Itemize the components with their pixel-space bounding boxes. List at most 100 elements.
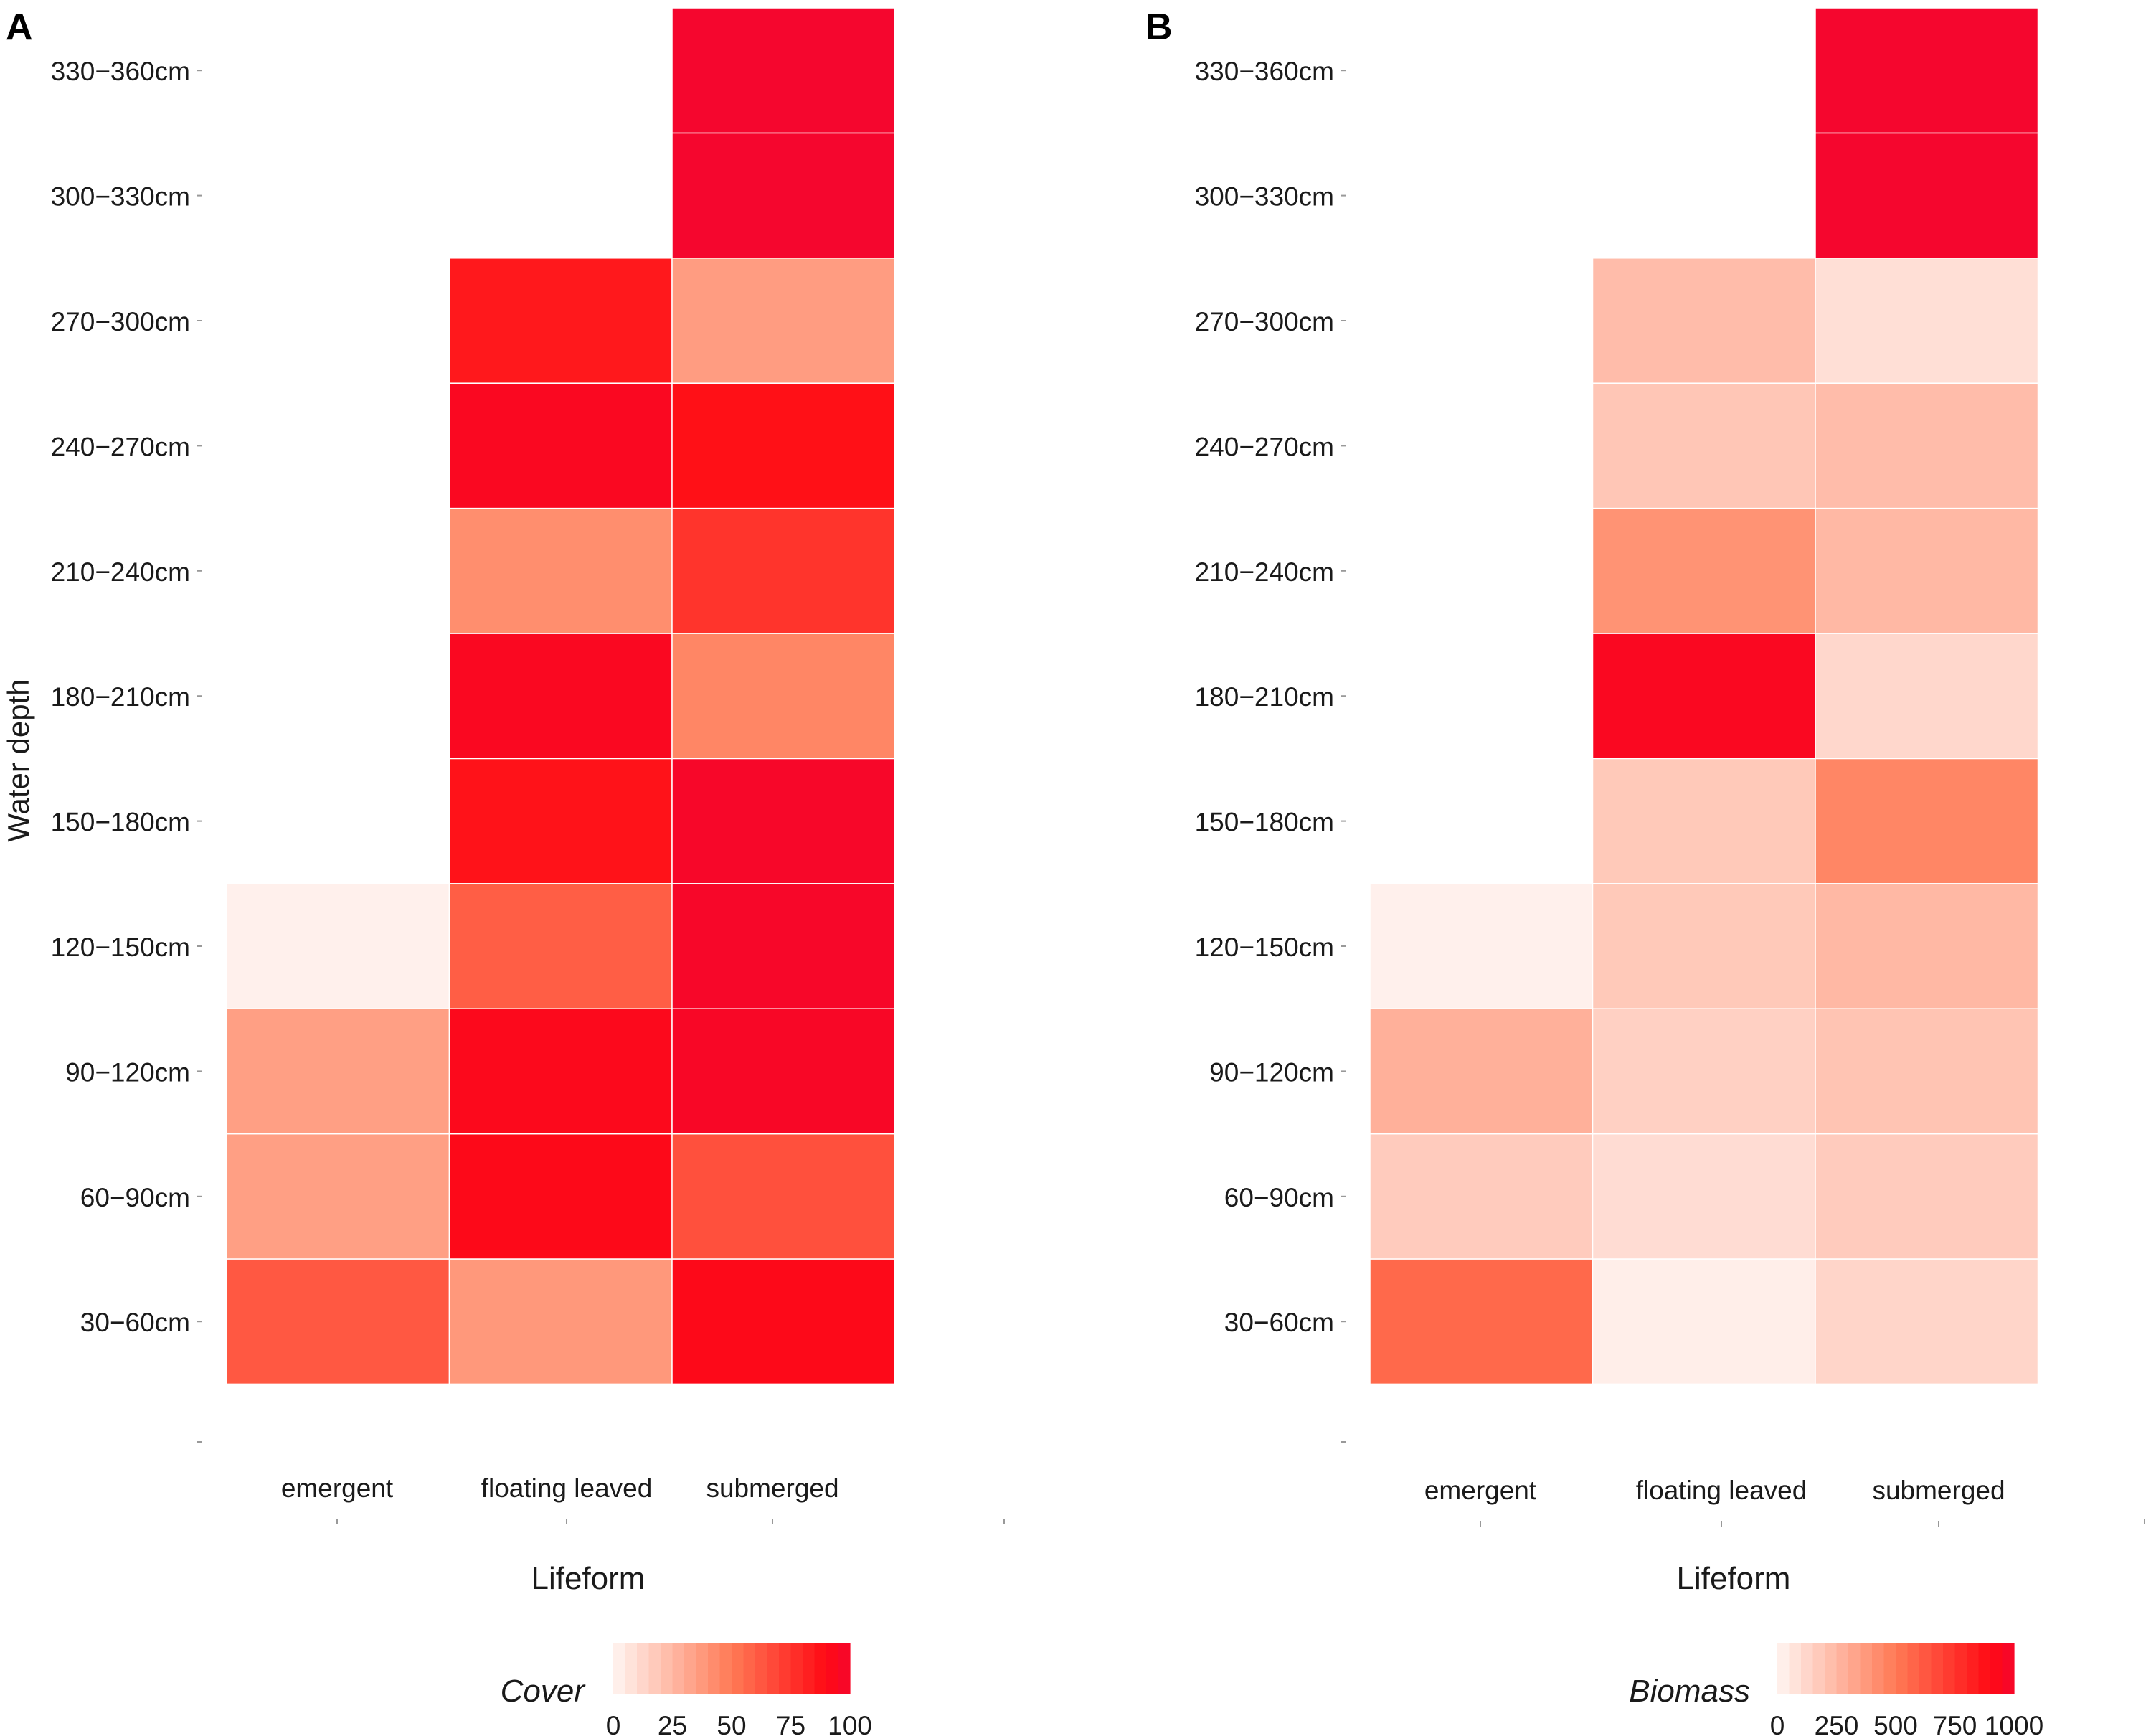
y-tick-label: 120−150cm xyxy=(51,933,190,962)
legend-tick-label: 750 xyxy=(1933,1711,1977,1736)
y-tick-label: 150−180cm xyxy=(51,808,190,837)
heatmap-cell xyxy=(1592,507,1816,634)
legend-color-step xyxy=(1943,1643,1956,1694)
panel-a-x-tick-labels: emergent floating leaved submerged xyxy=(281,1473,1005,1524)
legend-color-step xyxy=(1801,1643,1814,1694)
y-tick-label: 60−90cm xyxy=(1224,1183,1334,1212)
legend-color-step xyxy=(1812,1643,1825,1694)
heatmap-cell xyxy=(1815,633,2039,760)
heatmap-cell xyxy=(1815,507,2039,634)
heatmap-cell xyxy=(671,7,896,134)
panel-b-y-tick-labels: 30−60cm 60−90cm 90−120cm 120−150cm 150−180cm… xyxy=(1195,57,1346,1443)
y-tick-label: 330−360cm xyxy=(51,57,190,86)
heatmap-cell xyxy=(226,1133,450,1260)
heatmap-cell xyxy=(1815,132,2039,259)
legend-color-step xyxy=(1931,1643,1944,1694)
panel-a: A 30−60cm 60−90cm 90−120cm 120−150cm 150−180… xyxy=(1,6,1005,1736)
heatmap-cell xyxy=(1592,633,1816,760)
y-tick-label: 60−90cm xyxy=(80,1183,190,1212)
y-tick-label: 240−270cm xyxy=(51,432,190,461)
y-tick-label: 300−330cm xyxy=(51,182,190,212)
legend-color-step xyxy=(672,1643,685,1694)
heatmap-cell xyxy=(226,883,450,1009)
legend-tick-label: 500 xyxy=(1873,1711,1918,1736)
panel-a-cells xyxy=(226,7,896,1385)
heatmap-cell xyxy=(448,883,673,1009)
legend-color-step xyxy=(1967,1643,1980,1694)
heatmap-cell xyxy=(1369,883,1594,1009)
legend-color-step xyxy=(708,1643,721,1694)
legend-color-step xyxy=(625,1643,638,1694)
heatmap-cell xyxy=(671,758,896,884)
x-tick-label: emergent xyxy=(1424,1476,1537,1505)
heatmap-cell xyxy=(1815,758,2039,884)
legend-color-step xyxy=(767,1643,780,1694)
x-tick-label: emergent xyxy=(281,1473,394,1503)
heatmap-cell xyxy=(671,132,896,259)
heatmap-cell xyxy=(226,1258,450,1385)
heatmap-cell xyxy=(1815,7,2039,134)
y-tick-label: 90−120cm xyxy=(65,1057,190,1087)
heatmap-cell xyxy=(448,1258,673,1385)
y-tick-label: 150−180cm xyxy=(1195,808,1334,837)
legend-color-step xyxy=(1883,1643,1896,1694)
legend-color-step xyxy=(661,1643,673,1694)
panel-a-legend-colorbar xyxy=(613,1643,851,1694)
y-tick-label: 330−360cm xyxy=(1195,57,1334,86)
legend-color-step xyxy=(637,1643,650,1694)
heatmap-cell xyxy=(671,1258,896,1385)
legend-color-step xyxy=(1919,1643,1932,1694)
heatmap-cell xyxy=(1369,1258,1594,1385)
panel-b-legend-ticks: 0 250 500 750 1000 xyxy=(1770,1711,2043,1736)
heatmap-cell xyxy=(671,883,896,1009)
panel-b-legend: Biomass 0 250 500 750 1000 xyxy=(1629,1643,2043,1736)
y-tick-label: 210−240cm xyxy=(1195,557,1334,587)
legend-color-step xyxy=(1896,1643,1909,1694)
heatmap-cell xyxy=(671,1133,896,1260)
heatmap-cell xyxy=(671,633,896,760)
panel-a-legend-title: Cover xyxy=(501,1674,587,1709)
heatmap-cell xyxy=(1592,1008,1816,1135)
heatmap-cell xyxy=(1592,1258,1816,1385)
legend-color-step xyxy=(648,1643,661,1694)
heatmap-cell xyxy=(448,758,673,884)
legend-color-step xyxy=(1907,1643,1920,1694)
panel-b-letter: B xyxy=(1145,6,1173,48)
panel-a-x-axis-title: Lifeform xyxy=(531,1561,646,1596)
heatmap-cell xyxy=(1592,258,1816,384)
y-tick-label: 30−60cm xyxy=(1224,1308,1334,1337)
heatmap-cell xyxy=(1369,1008,1594,1135)
panel-a-letter: A xyxy=(6,6,33,48)
x-tick-label: floating leaved xyxy=(481,1473,653,1503)
heatmap-cell xyxy=(1592,758,1816,884)
legend-color-step xyxy=(755,1643,768,1694)
heatmap-cell xyxy=(448,633,673,760)
heatmap-cell xyxy=(1369,1133,1594,1260)
heatmap-cell xyxy=(1592,382,1816,509)
heatmap-cell xyxy=(448,258,673,384)
heatmap-cell xyxy=(671,507,896,634)
legend-color-step xyxy=(826,1643,839,1694)
y-tick-label: 300−330cm xyxy=(1195,182,1334,212)
legend-tick-label: 250 xyxy=(1815,1711,1859,1736)
legend-color-step xyxy=(1848,1643,1861,1694)
y-tick-label: 240−270cm xyxy=(1195,432,1334,461)
heatmap-cell xyxy=(671,1008,896,1135)
panel-b-cells xyxy=(1369,7,2039,1385)
legend-color-step xyxy=(684,1643,697,1694)
heatmap-cell xyxy=(1815,1008,2039,1135)
legend-tick-label: 50 xyxy=(717,1711,746,1736)
y-tick-label: 120−150cm xyxy=(1195,933,1334,962)
panel-b-legend-colorbar xyxy=(1777,1643,2015,1694)
heatmap-cell xyxy=(671,382,896,509)
panel-a-legend: Cover 0 25 50 75 100 xyxy=(501,1643,872,1736)
legend-color-step xyxy=(732,1643,744,1694)
legend-tick-label: 0 xyxy=(1770,1711,1785,1736)
legend-tick-label: 25 xyxy=(658,1711,687,1736)
heatmap-cell xyxy=(448,507,673,634)
y-tick-label: 180−210cm xyxy=(1195,682,1334,712)
legend-color-step xyxy=(1860,1643,1873,1694)
x-tick-label: submerged xyxy=(1872,1476,2005,1505)
legend-tick-label: 0 xyxy=(606,1711,621,1736)
heatmap-cell xyxy=(448,1008,673,1135)
